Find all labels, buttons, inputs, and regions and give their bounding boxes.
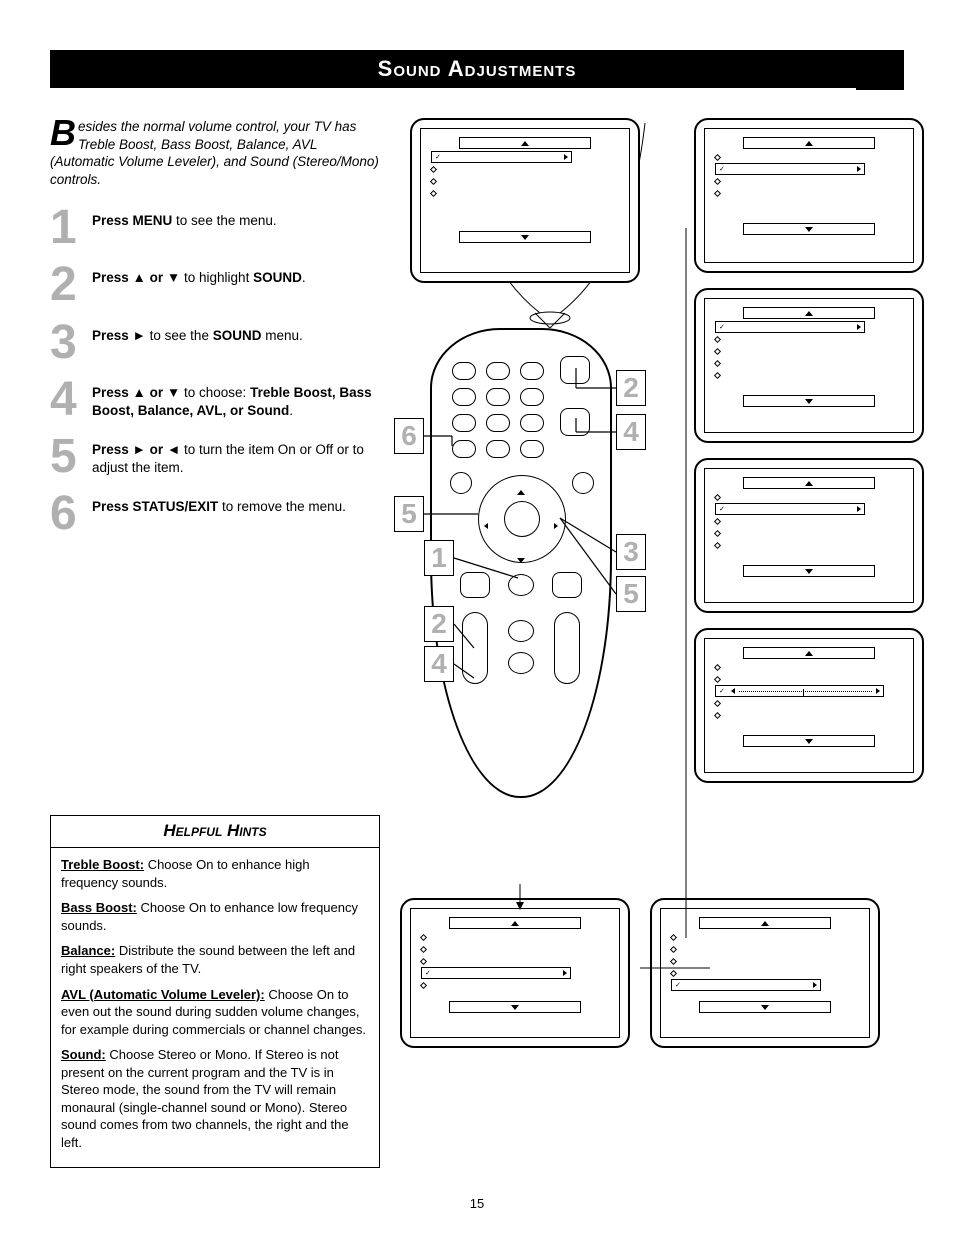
right-column: ✓ ✓ ✓ bbox=[410, 118, 904, 1168]
remote-control: 2 4 6 5 1 3 5 2 4 bbox=[400, 318, 640, 868]
step-number: 1 bbox=[50, 206, 92, 249]
menu-screen-bottom-2: ✓ bbox=[650, 898, 880, 1048]
step-number: 6 bbox=[50, 492, 92, 535]
callout-4b: 4 bbox=[424, 646, 454, 682]
menu-screen-main: ✓ bbox=[410, 118, 640, 283]
callout-2b: 2 bbox=[424, 606, 454, 642]
hint-item: Balance: Distribute the sound between th… bbox=[61, 942, 369, 977]
hint-item: AVL (Automatic Volume Leveler): Choose O… bbox=[61, 986, 369, 1039]
step-text: Press ▲ or ▼ to highlight SOUND. bbox=[92, 263, 306, 287]
dropcap: B bbox=[50, 118, 76, 149]
callout-5b: 5 bbox=[616, 576, 646, 612]
callout-6: 6 bbox=[394, 418, 424, 454]
hint-item: Sound: Choose Stereo or Mono. If Stereo … bbox=[61, 1046, 369, 1151]
step-number: 3 bbox=[50, 321, 92, 364]
callout-2a: 2 bbox=[616, 370, 646, 406]
step-number: 2 bbox=[50, 263, 92, 306]
step-text: Press MENU to see the menu. bbox=[92, 206, 277, 230]
step-number: 4 bbox=[50, 378, 92, 421]
step: 3Press ► to see the SOUND menu. bbox=[50, 321, 380, 364]
step: 5Press ► or ◄ to turn the item On or Off… bbox=[50, 435, 380, 478]
step-text: Press ► to see the SOUND menu. bbox=[92, 321, 303, 345]
step-text: Press ▲ or ▼ to choose: Treble Boost, Ba… bbox=[92, 378, 380, 420]
menu-screen-sound-1: ✓ bbox=[694, 118, 924, 273]
menu-screen-sound-2: ✓ bbox=[694, 288, 924, 443]
step-text: Press STATUS/EXIT to remove the menu. bbox=[92, 492, 346, 516]
speaker-audio-icon bbox=[856, 56, 904, 90]
page-number: 15 bbox=[470, 1196, 484, 1211]
hint-item: Treble Boost: Choose On to enhance high … bbox=[61, 856, 369, 891]
menu-screen-sound-3: ✓ bbox=[694, 458, 924, 613]
callout-5a: 5 bbox=[394, 496, 424, 532]
helpful-hints-box: Helpful Hints Treble Boost: Choose On to… bbox=[50, 815, 380, 1168]
step-text: Press ► or ◄ to turn the item On or Off … bbox=[92, 435, 380, 477]
page-title-bar: Sound Adjustments bbox=[50, 50, 904, 88]
step-number: 5 bbox=[50, 435, 92, 478]
step: 2Press ▲ or ▼ to highlight SOUND. bbox=[50, 263, 380, 306]
menu-screen-bottom-1: ✓ bbox=[400, 898, 630, 1048]
intro-text: Besides the normal volume control, your … bbox=[50, 118, 380, 188]
hints-title: Helpful Hints bbox=[51, 816, 379, 848]
callout-3: 3 bbox=[616, 534, 646, 570]
step: 4Press ▲ or ▼ to choose: Treble Boost, B… bbox=[50, 378, 380, 421]
step: 1Press MENU to see the menu. bbox=[50, 206, 380, 249]
menu-screen-sound-4: ✓ bbox=[694, 628, 924, 783]
page-title: Sound Adjustments bbox=[378, 56, 577, 81]
callout-1: 1 bbox=[424, 540, 454, 576]
left-column: Besides the normal volume control, your … bbox=[50, 118, 380, 1168]
step: 6Press STATUS/EXIT to remove the menu. bbox=[50, 492, 380, 535]
hints-body: Treble Boost: Choose On to enhance high … bbox=[51, 848, 379, 1167]
callout-4a: 4 bbox=[616, 414, 646, 450]
hint-item: Bass Boost: Choose On to enhance low fre… bbox=[61, 899, 369, 934]
